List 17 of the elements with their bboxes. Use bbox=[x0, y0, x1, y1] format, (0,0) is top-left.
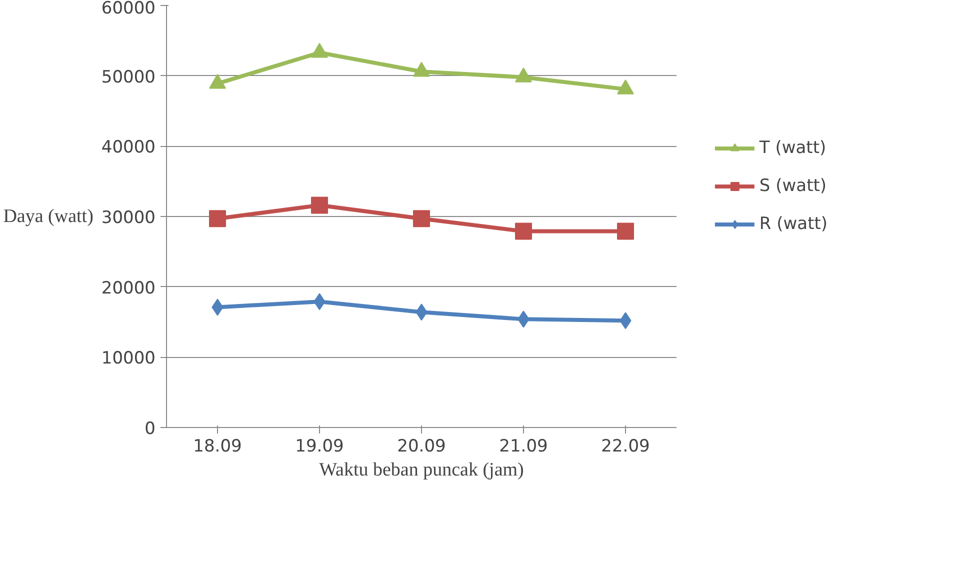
x-tick-label: 19.09 bbox=[295, 436, 344, 456]
x-axis-title: Waktu beban puncak (jam) bbox=[319, 460, 524, 480]
y-tick-label: 10000 bbox=[101, 348, 156, 369]
y-tick-label: 30000 bbox=[101, 208, 156, 228]
x-tick-label: 21.09 bbox=[499, 436, 548, 456]
x-tick-label: 20.09 bbox=[397, 436, 446, 456]
x-tick-label: 18.09 bbox=[193, 436, 242, 456]
y-tick-label: 60000 bbox=[101, 0, 156, 18]
x-tick-label: 22.09 bbox=[601, 436, 650, 456]
y-axis-title: Daya (watt) bbox=[3, 206, 94, 227]
y-tick-label: 40000 bbox=[101, 138, 156, 158]
legend-label: S (watt) bbox=[759, 176, 827, 196]
legend-label: R (watt) bbox=[759, 214, 828, 234]
legend-label: T (watt) bbox=[759, 138, 826, 158]
y-tick-label: 50000 bbox=[101, 67, 156, 88]
y-tick-label: 20000 bbox=[101, 278, 156, 298]
y-tick-label: 0 bbox=[144, 419, 156, 439]
